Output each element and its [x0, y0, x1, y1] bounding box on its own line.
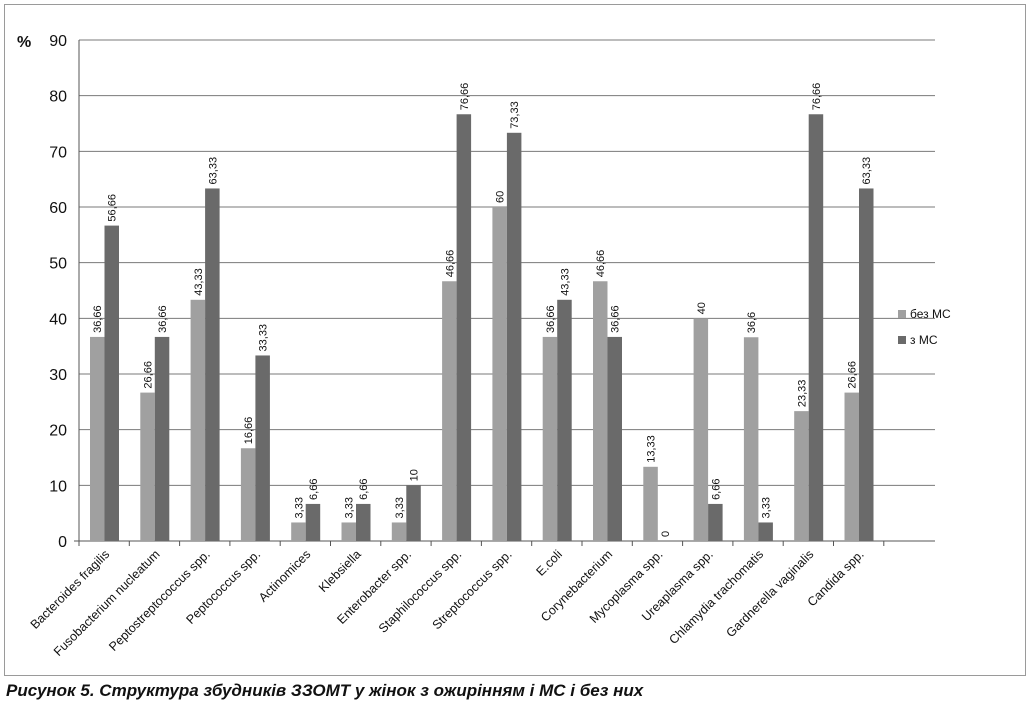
data-label: 3,33: [761, 497, 773, 518]
data-label: 46,66: [595, 250, 607, 278]
data-label: 46,66: [444, 250, 456, 278]
bar: [442, 281, 457, 541]
bar: [190, 299, 206, 541]
bar-chart: 0102030405060708090%36,6656,66Bacteroide…: [17, 33, 951, 659]
bar: [643, 466, 658, 541]
bar: [492, 207, 507, 541]
bar: [255, 355, 270, 541]
bar: [356, 503, 371, 541]
data-label: 16,66: [243, 417, 255, 445]
bar: [743, 337, 759, 541]
data-label: 36,66: [610, 305, 622, 333]
data-label: 43,33: [193, 268, 205, 296]
data-label: 73,33: [509, 101, 521, 129]
category-label: Klebsiella: [316, 547, 364, 595]
bar: [240, 448, 256, 541]
y-tick-label: 10: [49, 478, 67, 495]
data-label: 36,6: [746, 312, 758, 333]
bar: [844, 392, 859, 541]
y-tick-label: 50: [49, 256, 67, 273]
bar: [456, 114, 472, 541]
data-label: 76,66: [459, 83, 471, 111]
data-label: 3,33: [344, 497, 356, 518]
figure-caption: Рисунок 5. Структура збудників ЗЗОМТ у ж…: [6, 681, 644, 700]
data-label: 63,33: [207, 157, 219, 185]
bar: [90, 336, 105, 541]
category-label: Chlamydia trachomatis: [666, 547, 766, 647]
data-label: 33,33: [258, 324, 270, 352]
bar: [154, 336, 170, 541]
bar: [506, 132, 522, 541]
y-tick-label: 20: [49, 423, 67, 440]
y-tick-label: 30: [49, 367, 67, 384]
data-label: 6,66: [308, 479, 320, 500]
data-label: 23,33: [796, 380, 808, 408]
category-label: Actinomices: [256, 547, 314, 605]
bar: [708, 503, 723, 541]
bar: [794, 411, 809, 541]
data-label: 26,66: [143, 361, 155, 389]
bar: [808, 114, 824, 541]
bar: [859, 188, 874, 541]
legend-swatch: [898, 336, 906, 344]
data-label: 36,66: [92, 305, 104, 333]
data-label: 36,66: [545, 305, 557, 333]
bar: [406, 485, 421, 541]
bar: [693, 318, 709, 541]
legend-label: з МС: [910, 333, 938, 347]
y-tick-label: 60: [49, 200, 67, 217]
y-tick-label: 80: [49, 89, 67, 106]
bar: [205, 188, 220, 541]
bar: [291, 522, 306, 541]
bar: [593, 281, 608, 541]
category-label: Peptostreptococcus spp.: [106, 547, 213, 654]
data-label: 3,33: [293, 497, 305, 518]
y-axis-label: %: [17, 34, 31, 51]
data-label: 43,33: [559, 268, 571, 296]
bar: [305, 503, 321, 541]
data-label: 26,66: [847, 361, 859, 389]
chart-frame: 0 10 20 30 40 50 60 70 80 90% 36,66 56,66 Bacteroide…: [4, 4, 1026, 676]
bar: [341, 522, 356, 541]
y-tick-label: 40: [49, 311, 67, 328]
data-label: 56,66: [107, 194, 119, 222]
legend-swatch: [898, 310, 906, 318]
bar: [104, 225, 119, 542]
data-label: 10: [409, 469, 421, 481]
data-label: 6,66: [710, 479, 722, 500]
data-label: 0: [660, 531, 672, 537]
data-label: 40: [696, 302, 708, 314]
data-label: 13,33: [646, 435, 658, 463]
bar: [607, 336, 622, 541]
category-label: E.coli: [533, 547, 565, 579]
bar: [557, 299, 572, 541]
bar: [758, 522, 773, 541]
data-label: 6,66: [358, 479, 370, 500]
data-label: 3,33: [394, 497, 406, 518]
legend-label: без МС: [910, 307, 951, 321]
y-tick-label: 90: [49, 33, 67, 50]
y-tick-label: 70: [49, 144, 67, 161]
data-label: 63,33: [861, 157, 873, 185]
bar: [140, 392, 155, 541]
data-label: 60: [495, 191, 507, 203]
y-tick-label: 0: [58, 534, 67, 551]
bar: [542, 336, 558, 541]
data-label: 36,66: [157, 305, 169, 333]
bar: [391, 522, 407, 541]
category-label: Staphilococcus spp.: [376, 547, 465, 636]
category-label: Gardnerella vaginalis: [724, 547, 817, 640]
data-label: 76,66: [811, 83, 823, 111]
